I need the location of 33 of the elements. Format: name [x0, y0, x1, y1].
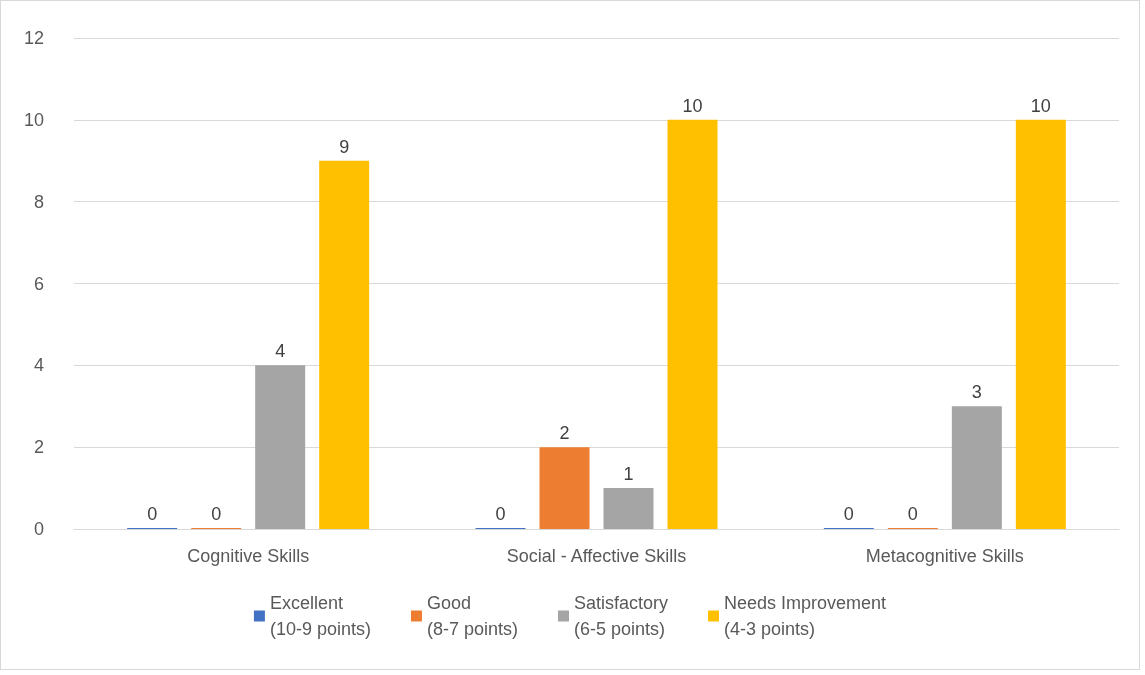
y-tick-label: 0: [33, 519, 44, 539]
data-label: 1: [623, 464, 634, 485]
legend-label: Satisfactory (6-5 points): [573, 593, 669, 639]
x-tick-label: Social - Affective Skills: [506, 546, 687, 566]
bar: [1015, 119, 1066, 529]
data-label: 0: [147, 504, 158, 524]
y-tick-label: 4: [33, 355, 44, 376]
bar: [951, 406, 1002, 529]
data-label: 10: [1030, 95, 1051, 116]
x-tick-label: Cognitive Skills: [187, 546, 310, 566]
y-tick-label: 10: [23, 109, 44, 130]
bar: [319, 160, 370, 529]
data-label: 0: [495, 504, 506, 524]
data-label: 2: [559, 423, 570, 444]
data-label: 4: [275, 341, 286, 362]
data-label: 0: [211, 504, 222, 524]
bar: [539, 447, 590, 529]
legend-label: Needs Improvement (4-3 points): [724, 593, 887, 639]
y-tick-label: 6: [33, 273, 44, 294]
data-label: 9: [339, 136, 350, 157]
data-label: 0: [907, 504, 918, 524]
y-tick-label: 12: [23, 28, 44, 48]
x-tick-label: Metacognitive Skills: [865, 546, 1024, 566]
y-tick-label: 8: [33, 191, 44, 212]
legend-label: Excellent (10-9 points): [269, 593, 371, 639]
data-label: 10: [682, 95, 703, 116]
bar: [255, 365, 306, 529]
bar: [603, 488, 654, 529]
data-label: 0: [843, 504, 854, 524]
legend-label: Good (8-7 points): [426, 593, 518, 639]
data-label: 3: [971, 382, 982, 403]
bar: [667, 119, 718, 529]
y-tick-label: 2: [33, 437, 44, 458]
